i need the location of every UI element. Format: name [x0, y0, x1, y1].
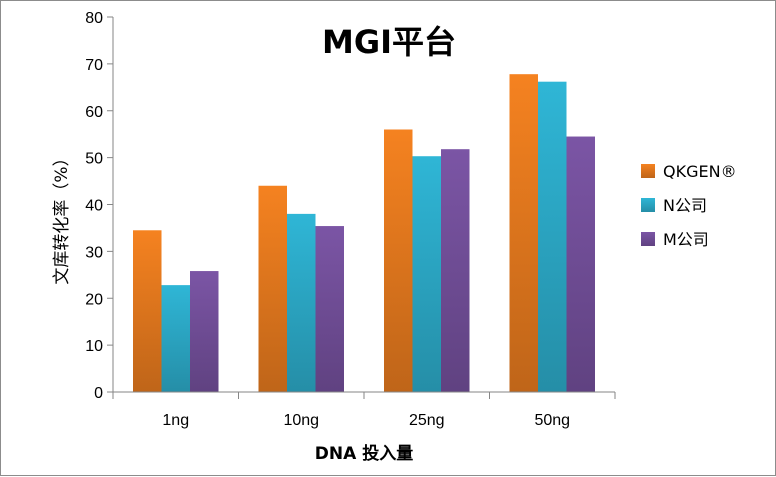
y-tick-label: 70	[85, 57, 103, 74]
bars-layer	[133, 74, 595, 392]
y-tick-label: 0	[94, 385, 103, 402]
x-axis-title: DNA 投入量	[315, 443, 413, 464]
bar-N公司-25ng	[412, 156, 441, 392]
y-tick-label: 50	[85, 151, 103, 168]
bar-N公司-50ng	[538, 81, 567, 392]
y-tick-label: 10	[85, 338, 103, 355]
legend: QKGEN® N公司 M公司	[641, 162, 737, 249]
legend-label: QKGEN®	[663, 162, 737, 181]
x-tick-label: 50ng	[534, 412, 570, 429]
legend-swatch	[641, 164, 655, 178]
legend-swatch	[641, 232, 655, 246]
bar-N公司-10ng	[287, 213, 316, 392]
y-axis-title: 文库转化率（%）	[52, 149, 72, 284]
bar-QKGEN®-50ng	[509, 74, 538, 392]
x-tick-label: 25ng	[409, 412, 445, 429]
y-tick-label: 30	[85, 244, 103, 261]
axes-layer: 0 10 20 30 40 50 60 70 80 1ng 10ng 25ng 50ng	[85, 10, 616, 429]
chart-title: MGI平台	[322, 23, 456, 61]
x-tick-label: 1ng	[162, 412, 189, 429]
y-tick-label: 20	[85, 291, 103, 308]
legend-label: M公司	[663, 230, 709, 249]
y-tick-label: 80	[85, 10, 103, 27]
bar-QKGEN®-10ng	[258, 185, 287, 392]
bar-M公司-25ng	[441, 149, 470, 392]
legend-swatch	[641, 198, 655, 212]
bar-N公司-1ng	[161, 285, 190, 392]
bar-M公司-10ng	[315, 226, 344, 392]
y-tick-label: 60	[85, 104, 103, 121]
legend-label: N公司	[663, 196, 707, 215]
y-tick-label: 40	[85, 198, 103, 215]
bar-QKGEN®-1ng	[133, 230, 162, 392]
x-tick-label: 10ng	[283, 412, 319, 429]
bar-M公司-1ng	[190, 271, 219, 392]
bar-M公司-50ng	[566, 136, 595, 392]
bar-QKGEN®-25ng	[384, 129, 413, 392]
